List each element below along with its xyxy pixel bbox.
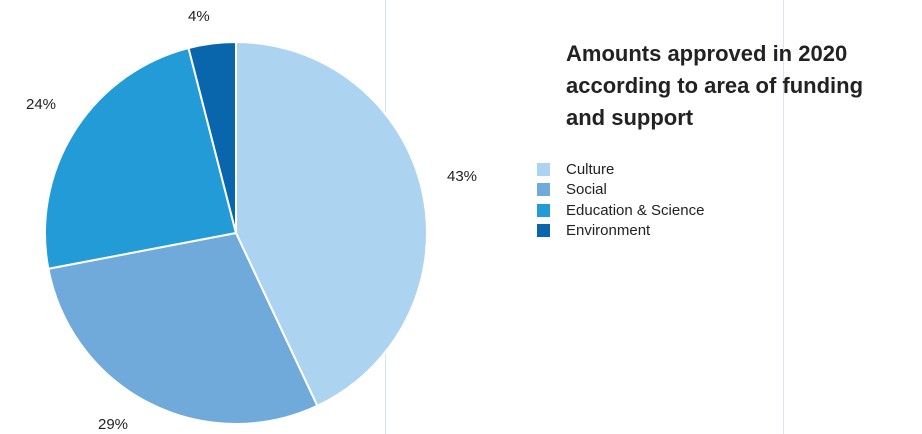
legend-swatch-environment <box>537 224 550 238</box>
legend-item-education-science: Education & Science <box>537 200 704 221</box>
chart-title: Amounts approved in 2020 according to ar… <box>566 38 916 134</box>
chart-title-line-1: Amounts approved in 2020 <box>566 41 848 66</box>
pie-slice-culture <box>235 40 428 408</box>
pie-slice-environment <box>187 40 237 234</box>
pie-slice-education-science <box>44 46 238 270</box>
pie-chart <box>44 40 428 425</box>
legend-swatch-social <box>537 183 550 197</box>
slice-label-culture: 43% <box>447 168 478 185</box>
legend-label-education-science: Education & Science <box>566 201 705 219</box>
legend-item-environment: Environment <box>537 221 704 242</box>
slice-label-social: 29% <box>98 416 129 433</box>
slice-label-environment: 4% <box>188 8 210 25</box>
legend-swatch-culture <box>537 162 550 176</box>
legend: Culture Social Education & Science Envir… <box>537 159 704 241</box>
divider-line-right <box>783 0 784 434</box>
legend-swatch-education-science <box>537 203 550 217</box>
pie-slice-social <box>47 231 319 425</box>
slice-label-education-science: 24% <box>26 96 57 113</box>
chart-title-line-2: according to area of funding <box>566 73 864 98</box>
legend-label-environment: Environment <box>566 222 651 240</box>
chart-title-line-3: and support <box>566 105 694 130</box>
legend-label-social: Social <box>566 181 607 199</box>
legend-item-culture: Culture <box>537 159 704 180</box>
legend-label-culture: Culture <box>566 160 615 178</box>
legend-item-social: Social <box>537 180 704 201</box>
